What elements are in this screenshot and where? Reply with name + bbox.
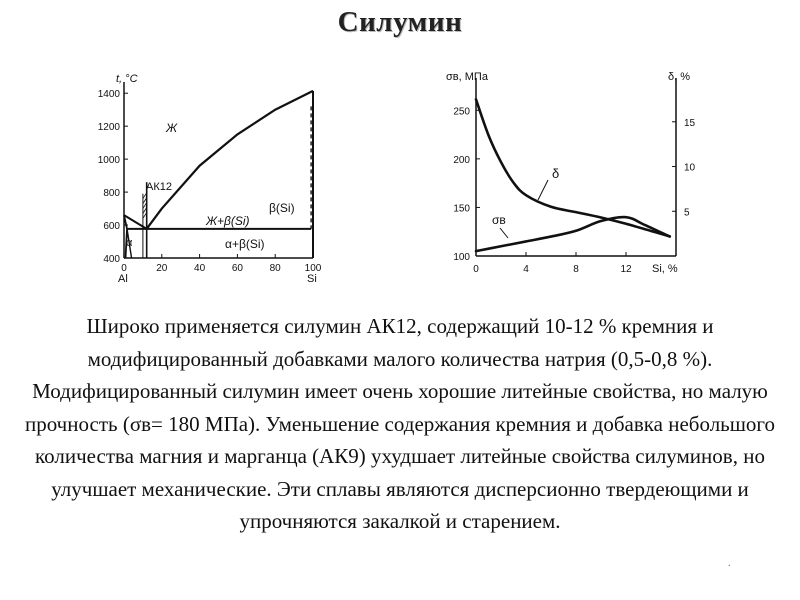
pc-y-right-tick-label: 15	[684, 118, 696, 129]
pd-region-liquid-beta: Ж+β(Si)	[205, 214, 250, 228]
pc-label-delta: δ	[552, 166, 559, 181]
pd-y-tick-label: 800	[103, 188, 120, 199]
pd-x-end-al: Al	[118, 273, 128, 285]
pd-y-tick-label: 400	[103, 254, 120, 265]
pd-hatch	[142, 212, 148, 219]
pd-hatch	[142, 202, 148, 209]
pc-series-delta	[474, 98, 672, 238]
pd-y-tick-label: 600	[103, 221, 120, 232]
pd-region-alpha-beta: α+β(Si)	[225, 237, 265, 251]
pd-y-tick-label: 1200	[98, 122, 121, 133]
properties-chart: σв, МПа δ, % Si, % δ σв 0 4 8 12 100 150 200 25…	[446, 71, 696, 275]
body-paragraph: Широко применяется силумин АК12, содержа…	[24, 314, 776, 533]
pc-y-left-tick-label: 150	[453, 203, 470, 214]
pd-label-ak12: АК12	[146, 181, 172, 193]
pc-x-tick-label: 12	[620, 264, 632, 275]
pc-series-sigma	[474, 215, 672, 253]
pc-y-right-tick-label: 10	[684, 163, 696, 174]
pd-x-tick-label: 100	[305, 263, 322, 274]
pd-hatch	[142, 207, 148, 214]
pc-x-tick-label: 8	[573, 264, 579, 275]
pc-right-axis-label: δ, %	[668, 71, 690, 83]
pd-x-tick-label: 0	[121, 263, 127, 274]
pd-y-label: t, °C	[116, 73, 138, 85]
pc-y-right-tick-label: 5	[684, 207, 690, 218]
pd-y-tick-label: 1400	[98, 89, 121, 100]
pc-label-sigma: σв	[492, 213, 506, 227]
pd-x-tick-label: 80	[270, 263, 282, 274]
footer-mark: .	[728, 558, 731, 569]
pd-hatch	[142, 192, 148, 199]
pc-y-left-tick-label: 250	[453, 106, 470, 117]
pd-liquidus-si	[145, 89, 314, 230]
pc-left-axis-label: σв, МПа	[446, 71, 489, 83]
pc-x-tick-label: 0	[473, 264, 479, 275]
pd-region-liquid: Ж	[165, 121, 178, 135]
pd-hatch	[142, 197, 148, 204]
pd-x-tick-label: 60	[232, 263, 244, 274]
pc-y-left-tick-label: 200	[453, 155, 470, 166]
pd-x-tick-label: 40	[194, 263, 206, 274]
slide-title: Силумин	[337, 6, 463, 38]
pc-delta-leader	[537, 179, 549, 201]
pd-alpha-solvus	[126, 228, 133, 259]
pd-y-tick-label: 1000	[98, 155, 121, 166]
pc-sigma-leader	[499, 227, 509, 239]
phase-diagram: t, °C Al Si Ж АК12 Ж+β(Si) β(Si) α+β(Si)…	[98, 73, 322, 285]
pc-x-tick-label: 4	[523, 264, 529, 275]
pc-x-axis-label: Si, %	[652, 263, 678, 275]
pd-region-beta: β(Si)	[269, 201, 295, 215]
pc-y-left-tick-label: 100	[453, 252, 470, 263]
pd-x-end-si: Si	[307, 273, 317, 285]
pd-x-tick-label: 20	[156, 263, 168, 274]
